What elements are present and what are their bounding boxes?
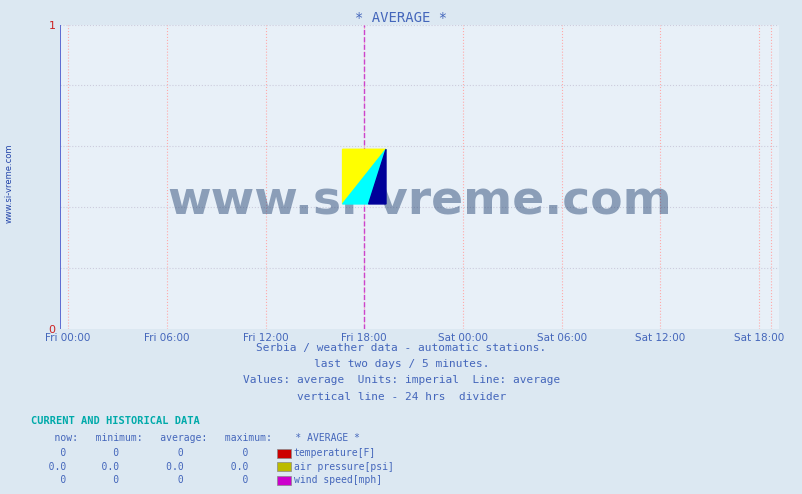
Text: wind speed[mph]: wind speed[mph] bbox=[294, 475, 382, 485]
Text: temperature[F]: temperature[F] bbox=[294, 449, 375, 458]
Text: 0        0          0          0: 0 0 0 0 bbox=[30, 449, 248, 458]
Polygon shape bbox=[342, 149, 386, 204]
Text: CURRENT AND HISTORICAL DATA: CURRENT AND HISTORICAL DATA bbox=[30, 416, 199, 426]
Text: now:   minimum:   average:   maximum:    * AVERAGE *: now: minimum: average: maximum: * AVERAG… bbox=[30, 433, 359, 443]
Text: vertical line - 24 hrs  divider: vertical line - 24 hrs divider bbox=[297, 392, 505, 402]
Text: www.si-vreme.com: www.si-vreme.com bbox=[167, 178, 671, 223]
Text: last two days / 5 minutes.: last two days / 5 minutes. bbox=[314, 359, 488, 369]
Text: Values: average  Units: imperial  Line: average: Values: average Units: imperial Line: av… bbox=[242, 375, 560, 385]
Polygon shape bbox=[342, 149, 386, 204]
Text: 0.0      0.0        0.0        0.0: 0.0 0.0 0.0 0.0 bbox=[30, 462, 248, 472]
Text: www.si-vreme.com: www.si-vreme.com bbox=[5, 143, 14, 222]
Text: Serbia / weather data - automatic stations.: Serbia / weather data - automatic statio… bbox=[256, 343, 546, 353]
Polygon shape bbox=[368, 149, 386, 204]
Text: 0        0          0          0: 0 0 0 0 bbox=[30, 475, 248, 485]
Text: * AVERAGE *: * AVERAGE * bbox=[355, 11, 447, 25]
Text: air pressure[psi]: air pressure[psi] bbox=[294, 462, 393, 472]
